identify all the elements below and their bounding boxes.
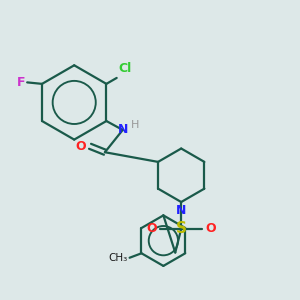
Text: CH₃: CH₃: [109, 253, 128, 263]
Text: H: H: [130, 121, 139, 130]
Text: O: O: [205, 222, 216, 235]
Text: O: O: [147, 222, 158, 235]
Text: F: F: [17, 76, 26, 89]
Text: S: S: [176, 221, 187, 236]
Text: O: O: [76, 140, 86, 153]
Text: N: N: [118, 123, 128, 136]
Text: N: N: [176, 203, 186, 217]
Text: Cl: Cl: [118, 62, 131, 75]
